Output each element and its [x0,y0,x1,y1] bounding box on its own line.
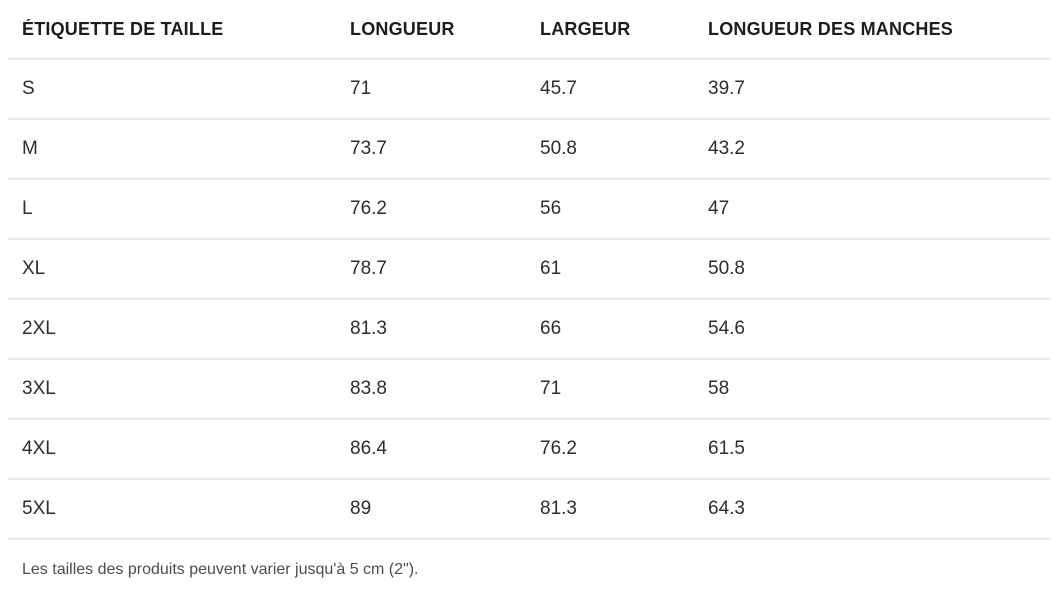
width-cell: 76.2 [540,438,577,459]
length-cell: 73.7 [350,138,387,159]
sleeve-length-cell: 58 [708,378,730,399]
table-row-s: S 71 45.7 39.7 [8,60,1050,120]
length-cell: 71 [350,78,372,99]
sleeve-length-cell: 47 [708,198,730,219]
length-cell: 83.8 [350,378,387,399]
length-cell: 78.7 [350,258,387,279]
size-label-cell: 3XL [22,378,56,399]
table-row-4xl: 4XL 86.4 76.2 61.5 [8,420,1050,480]
width-cell: 61 [540,258,562,279]
size-label-cell: S [22,78,35,99]
size-label-cell: 5XL [22,498,56,519]
table-row-xl: XL 78.7 61 50.8 [8,240,1050,300]
length-cell: 76.2 [350,198,387,219]
column-header-length: LONGUEUR [350,18,455,39]
width-cell: 45.7 [540,78,577,99]
length-cell: 86.4 [350,438,387,459]
size-chart: ÉTIQUETTE DE TAILLE LONGUEUR LARGEUR LON… [8,0,1050,579]
sleeve-length-cell: 50.8 [708,258,745,279]
table-row-3xl: 3XL 83.8 71 58 [8,360,1050,420]
width-cell: 81.3 [540,498,577,519]
table-row-l: L 76.2 56 47 [8,180,1050,240]
size-label-cell: XL [22,258,46,279]
sleeve-length-cell: 61.5 [708,438,745,459]
sleeve-length-cell: 54.6 [708,318,745,339]
size-chart-header-row: ÉTIQUETTE DE TAILLE LONGUEUR LARGEUR LON… [8,0,1050,60]
length-cell: 81.3 [350,318,387,339]
column-header-sleeve-length: LONGUEUR DES MANCHES [708,18,954,39]
column-header-size-label: ÉTIQUETTE DE TAILLE [22,18,224,39]
sleeve-length-cell: 43.2 [708,138,745,159]
size-label-cell: M [22,138,38,159]
sleeve-length-cell: 64.3 [708,498,745,519]
width-cell: 50.8 [540,138,577,159]
size-label-cell: 2XL [22,318,56,339]
size-variance-note: Les tailles des produits peuvent varier … [22,561,419,578]
size-label-cell: 4XL [22,438,56,459]
table-row-m: M 73.7 50.8 43.2 [8,120,1050,180]
width-cell: 56 [540,198,562,219]
table-row-5xl: 5XL 89 81.3 64.3 [8,480,1050,540]
width-cell: 66 [540,318,562,339]
column-header-width: LARGEUR [540,18,631,39]
table-row-2xl: 2XL 81.3 66 54.6 [8,300,1050,360]
length-cell: 89 [350,498,372,519]
width-cell: 71 [540,378,562,399]
size-label-cell: L [22,198,33,219]
sleeve-length-cell: 39.7 [708,78,745,99]
